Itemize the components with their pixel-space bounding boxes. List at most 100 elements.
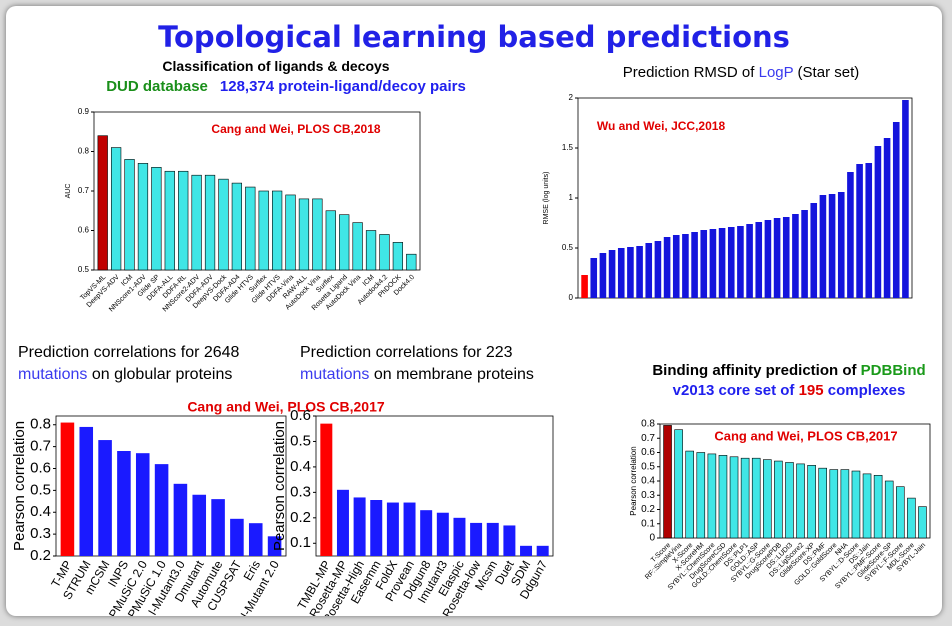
y-tick-label: 1 (569, 193, 574, 202)
annotation: Wu and Wei, JCC,2018 (597, 119, 726, 133)
chart-subtitle-part: 128,374 protein-ligand/decoy pairs (219, 78, 466, 95)
bar (420, 510, 433, 556)
bar (837, 192, 845, 298)
y-tick-label: 1.5 (562, 143, 574, 152)
bar (231, 182, 243, 271)
bar (245, 186, 256, 271)
y-tick-label: 0.1 (290, 534, 311, 551)
y-tick-label: 0.7 (641, 433, 655, 444)
annotation: Cang and Wei, PLOS CB,2018 (211, 122, 380, 136)
bar (97, 135, 108, 271)
chart-title-part: mutations (18, 366, 88, 383)
y-tick-label: 0.5 (30, 481, 51, 498)
bar (617, 248, 625, 298)
y-tick-label: 0.8 (641, 419, 655, 430)
chart-title-part: Prediction correlations for 2648 (18, 344, 244, 361)
chart-title-part: LogP (758, 64, 794, 81)
y-tick-label: 0.8 (78, 147, 90, 156)
chart-title-part: Prediction RMSD of (622, 64, 759, 81)
bar (907, 497, 916, 539)
slide-title: Topological learning based predictions (158, 20, 790, 54)
bar (124, 159, 135, 271)
bar (691, 232, 698, 298)
bar (204, 174, 216, 271)
bar (403, 502, 416, 556)
bar (248, 523, 263, 556)
bar (663, 237, 671, 298)
bar (154, 464, 169, 556)
bar (164, 170, 175, 271)
y-tick-label: 0.4 (290, 458, 311, 475)
bar (503, 525, 516, 556)
bar (796, 463, 805, 539)
chart-title-part: (Star set) (793, 64, 860, 81)
bar (379, 234, 390, 271)
bar (674, 429, 683, 539)
bar (801, 210, 808, 298)
bar (325, 210, 336, 271)
bar (590, 258, 598, 298)
bar (819, 195, 827, 298)
y-tick-label: 0 (649, 533, 655, 544)
bar (392, 242, 404, 271)
bar (336, 489, 349, 556)
y-tick-label: 0.4 (30, 503, 51, 520)
y-tick-label: 0.5 (290, 432, 311, 449)
bar (840, 469, 850, 539)
y-tick-label: 0.2 (30, 547, 51, 564)
bar (312, 198, 323, 271)
bar (110, 147, 122, 271)
y-axis-label: Pearson correlation (11, 421, 28, 551)
bar (865, 163, 873, 298)
chart-title: Prediction RMSD of LogP (Star set) (566, 64, 916, 81)
bar (230, 518, 244, 556)
y-tick-label: 0.3 (641, 490, 655, 501)
bar (700, 230, 708, 298)
chart-title-part: v2013 core set of (672, 362, 930, 399)
bar (718, 228, 726, 298)
bar (810, 203, 818, 298)
bar (892, 122, 900, 298)
bar (884, 480, 894, 539)
bar (267, 536, 282, 556)
bar (764, 220, 772, 298)
bar (135, 453, 150, 556)
bar (470, 522, 483, 556)
annotation: Cang and Wei, PLOS CB,2017 (187, 399, 385, 415)
chart-title-part: 195 (798, 382, 824, 399)
bar (365, 230, 377, 271)
bar (98, 440, 112, 556)
bar (353, 497, 366, 556)
bar (339, 214, 350, 271)
chart-title: Prediction correlations for 223 mutation… (300, 342, 570, 386)
bar (782, 217, 790, 298)
bar (746, 224, 753, 298)
chart-subtitle: DUD database 128,374 protein-ligand/decoy… (46, 78, 526, 95)
bar (718, 455, 728, 539)
chart-title-part: complexes (823, 382, 906, 399)
bar (406, 253, 417, 271)
bar (173, 483, 188, 556)
bar (627, 247, 634, 298)
plot-frame (55, 415, 287, 557)
bar (636, 246, 643, 298)
bar (320, 423, 333, 556)
y-tick-label: 0.7 (30, 438, 51, 455)
bar (271, 190, 283, 271)
bar (178, 170, 189, 271)
bar (663, 425, 672, 539)
bar (851, 470, 861, 539)
bar (818, 467, 827, 539)
bar (258, 190, 269, 271)
y-tick-label: 0.6 (30, 459, 51, 476)
bar (862, 473, 872, 539)
chart-title: Binding affinity prediction of PDBBind v… (634, 361, 944, 401)
bar (729, 456, 739, 539)
bar (685, 450, 694, 539)
chart-title-part: PDBBind (860, 362, 926, 379)
slide: Topological learning based predictions 0… (6, 6, 942, 616)
chart-title-part: Binding affinity prediction of (652, 362, 861, 379)
bar (60, 422, 75, 556)
bar (137, 163, 149, 271)
chart-subtitle-part: DUD database (106, 78, 208, 95)
